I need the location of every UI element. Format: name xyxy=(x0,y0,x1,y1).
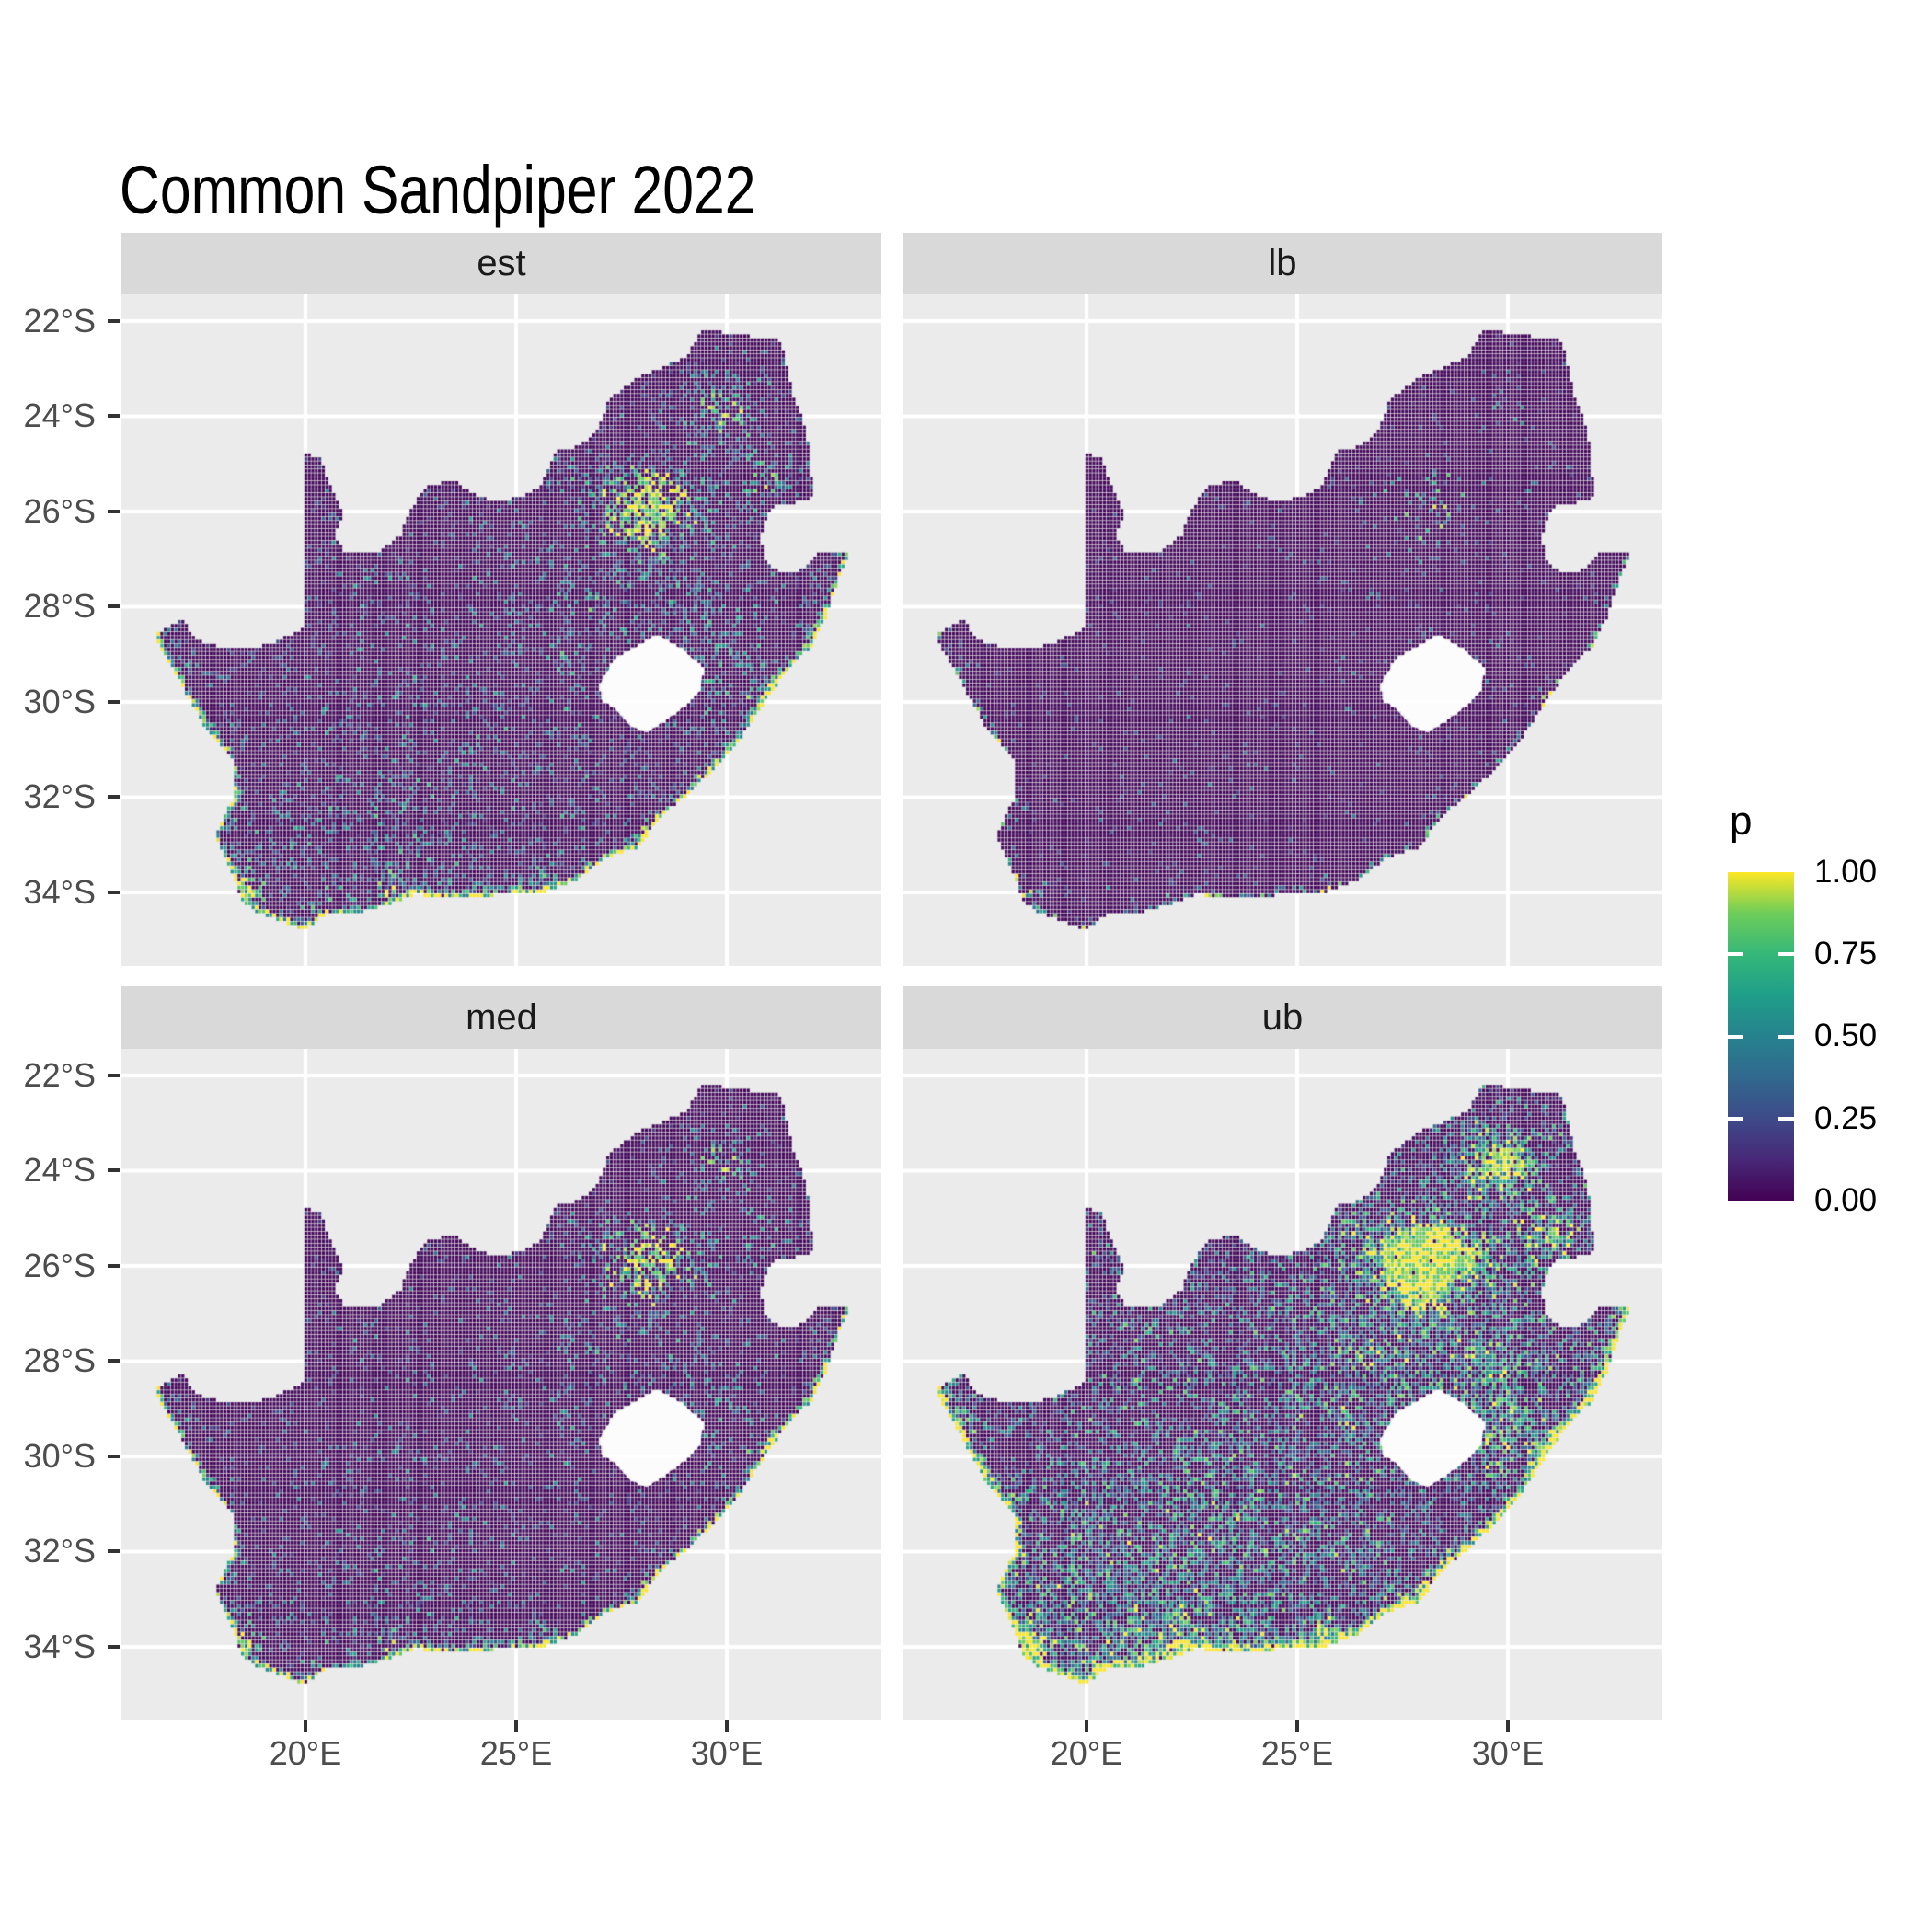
legend-tick-0.25 xyxy=(1778,1116,1794,1121)
map-panel-est xyxy=(121,294,881,966)
y-axis-tick xyxy=(108,1073,120,1077)
legend-tick-0.25 xyxy=(1728,1116,1743,1121)
x-tick-label: 20°E xyxy=(269,1734,342,1772)
y-tick-label: 22°S xyxy=(23,301,96,339)
y-tick-label: 32°S xyxy=(23,777,96,816)
y-axis-tick xyxy=(108,318,120,323)
legend-label-1.00: 1.00 xyxy=(1814,854,1878,890)
facet-strip-est: est xyxy=(121,233,881,294)
x-tick-label: 30°E xyxy=(690,1734,764,1772)
x-axis-tick xyxy=(1085,1720,1088,1732)
legend-label-0.00: 0.00 xyxy=(1814,1182,1878,1218)
y-axis-tick xyxy=(108,1359,120,1363)
legend-tick-0.75 xyxy=(1778,952,1794,957)
x-axis-tick xyxy=(725,1720,729,1732)
y-tick-label: 34°S xyxy=(23,1627,96,1665)
legend-label-0.75: 0.75 xyxy=(1814,936,1878,972)
map-panel-med xyxy=(121,1049,881,1720)
x-axis-tick xyxy=(1295,1720,1299,1732)
legend-label-0.25: 0.25 xyxy=(1814,1100,1878,1136)
y-axis-tick xyxy=(108,1263,120,1268)
legend-title: p xyxy=(1730,799,1753,844)
y-tick-label: 22°S xyxy=(23,1055,96,1094)
x-tick-label: 20°E xyxy=(1050,1734,1123,1772)
legend-tick-0.75 xyxy=(1728,952,1743,957)
chart-title: Common Sandpiper 2022 xyxy=(120,152,756,228)
y-tick-label: 28°S xyxy=(23,1341,96,1380)
y-tick-label: 30°S xyxy=(23,1436,96,1475)
legend-colorbar xyxy=(1728,872,1794,1201)
facet-strip-med: med xyxy=(121,986,881,1049)
y-axis-tick xyxy=(108,414,120,419)
x-tick-label: 30°E xyxy=(1471,1734,1545,1772)
y-axis-tick xyxy=(108,1644,120,1649)
map-panel-ub xyxy=(903,1049,1662,1720)
x-axis-tick xyxy=(514,1720,518,1732)
y-tick-label: 26°S xyxy=(23,491,96,530)
x-axis-tick xyxy=(1506,1720,1510,1732)
x-tick-label: 25°E xyxy=(1260,1734,1334,1772)
facet-strip-ub: ub xyxy=(903,986,1662,1049)
y-tick-label: 24°S xyxy=(23,1151,96,1190)
y-axis-tick xyxy=(108,1168,120,1173)
map-canvas-est xyxy=(121,294,881,966)
facet-strip-lb: lb xyxy=(903,233,1662,294)
y-axis-tick xyxy=(108,699,120,704)
facet-label-ub: ub xyxy=(1261,996,1304,1038)
facet-label-est: est xyxy=(477,243,526,283)
facet-label-med: med xyxy=(466,996,537,1038)
y-tick-label: 32°S xyxy=(23,1532,96,1570)
legend-label-0.50: 0.50 xyxy=(1814,1018,1878,1053)
map-canvas-ub xyxy=(903,1049,1662,1720)
x-tick-label: 25°E xyxy=(479,1734,553,1772)
y-tick-label: 24°S xyxy=(23,397,96,435)
legend-tick-0.50 xyxy=(1778,1034,1794,1039)
y-tick-label: 28°S xyxy=(23,587,96,626)
x-axis-tick xyxy=(304,1720,307,1732)
y-axis-tick xyxy=(108,890,120,894)
map-panel-lb xyxy=(903,294,1662,966)
y-tick-label: 26°S xyxy=(23,1246,96,1284)
legend-tick-0.50 xyxy=(1728,1034,1743,1039)
y-tick-label: 30°S xyxy=(23,682,96,720)
y-axis-tick xyxy=(108,509,120,513)
map-canvas-med xyxy=(121,1049,881,1720)
map-canvas-lb xyxy=(903,294,1662,966)
facet-label-lb: lb xyxy=(1268,243,1297,283)
y-axis-tick xyxy=(108,1454,120,1458)
y-axis-tick xyxy=(108,795,120,799)
y-tick-label: 34°S xyxy=(23,872,96,911)
y-axis-tick xyxy=(108,604,120,609)
y-axis-tick xyxy=(108,1549,120,1554)
